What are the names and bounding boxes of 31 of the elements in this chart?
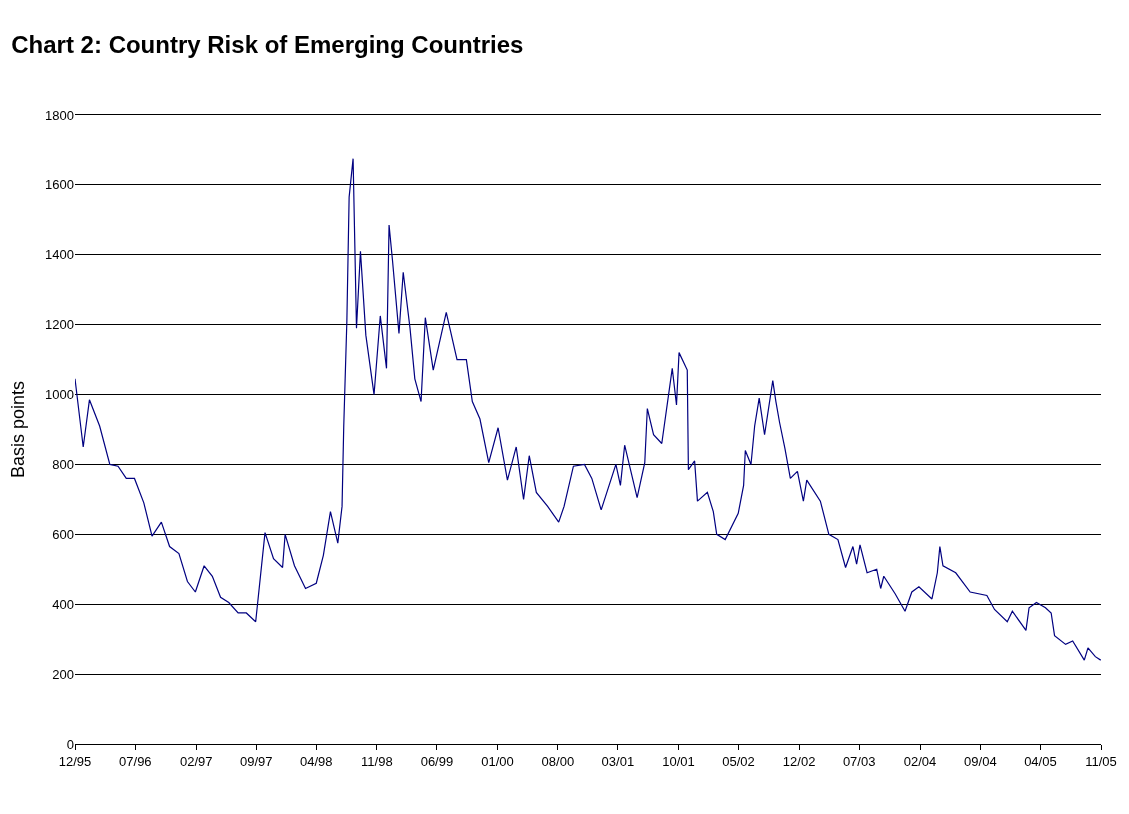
y-tick-label: 1200 xyxy=(45,317,74,333)
x-tick-label: 07/03 xyxy=(842,753,876,769)
x-tick-label: 09/97 xyxy=(239,753,273,769)
x-tick-label: 02/97 xyxy=(179,753,213,769)
y-tick-label: 1600 xyxy=(45,177,74,193)
line-series xyxy=(75,158,1101,661)
x-tick-label: 01/00 xyxy=(481,753,514,769)
y-tick-label: 1800 xyxy=(45,107,74,123)
x-tick-label: 06/99 xyxy=(420,753,454,769)
x-tick-label: 12/02 xyxy=(782,753,816,769)
x-tick-label: 08/00 xyxy=(541,753,575,769)
y-tick-label: 600 xyxy=(52,526,74,542)
x-tick-label: 11/05 xyxy=(1085,753,1117,769)
y-tick-label: 0 xyxy=(66,736,74,752)
y-tick-label: 200 xyxy=(52,666,74,682)
x-tick-label: 04/98 xyxy=(300,753,333,769)
y-tick-label: 400 xyxy=(52,596,74,612)
x-tick-label: 11/98 xyxy=(361,753,393,769)
x-tick-label: 03/01 xyxy=(601,753,635,769)
x-tick-label: 09/04 xyxy=(964,753,997,769)
y-tick-label: 1000 xyxy=(45,387,74,403)
chart-title: Chart 2: Country Risk of Emerging Countries xyxy=(11,31,524,59)
y-tick-label: 1400 xyxy=(45,247,74,263)
x-tick-label: 12/95 xyxy=(58,753,92,769)
x-tick-label: 04/05 xyxy=(1024,753,1057,769)
x-tick-label: 10/01 xyxy=(662,753,695,769)
x-tick-label: 02/04 xyxy=(903,753,937,769)
y-axis-title: Basis points xyxy=(8,380,29,479)
y-tick-label: 800 xyxy=(52,456,74,472)
x-tick-label: 07/96 xyxy=(119,753,152,769)
x-tick-label: 05/02 xyxy=(722,753,755,769)
